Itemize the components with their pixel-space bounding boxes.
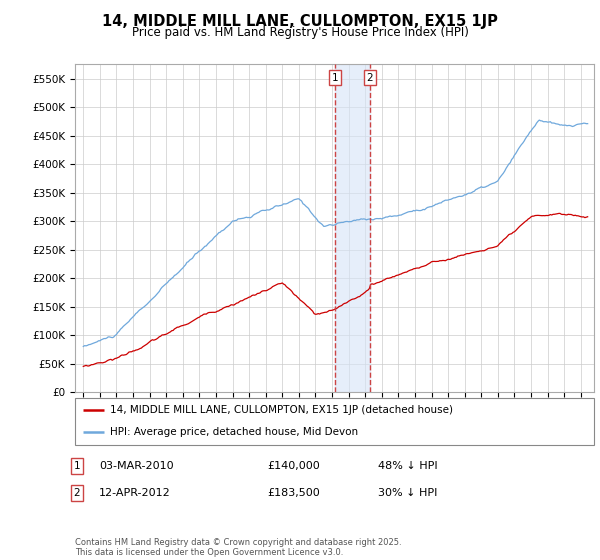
Text: Price paid vs. HM Land Registry's House Price Index (HPI): Price paid vs. HM Land Registry's House … [131, 26, 469, 39]
Text: 14, MIDDLE MILL LANE, CULLOMPTON, EX15 1JP (detached house): 14, MIDDLE MILL LANE, CULLOMPTON, EX15 1… [110, 405, 453, 416]
Text: 14, MIDDLE MILL LANE, CULLOMPTON, EX15 1JP: 14, MIDDLE MILL LANE, CULLOMPTON, EX15 1… [102, 14, 498, 29]
Text: 12-APR-2012: 12-APR-2012 [99, 488, 171, 498]
Text: 48% ↓ HPI: 48% ↓ HPI [378, 461, 437, 471]
Text: HPI: Average price, detached house, Mid Devon: HPI: Average price, detached house, Mid … [110, 427, 358, 437]
Text: Contains HM Land Registry data © Crown copyright and database right 2025.
This d: Contains HM Land Registry data © Crown c… [75, 538, 401, 557]
Text: £140,000: £140,000 [267, 461, 320, 471]
Text: 1: 1 [73, 461, 80, 471]
Bar [335, 64, 370, 392]
Text: £183,500: £183,500 [267, 488, 320, 498]
Text: 30% ↓ HPI: 30% ↓ HPI [378, 488, 437, 498]
Text: 1: 1 [332, 72, 338, 82]
Text: 2: 2 [73, 488, 80, 498]
FancyBboxPatch shape [75, 398, 594, 445]
Text: 03-MAR-2010: 03-MAR-2010 [99, 461, 173, 471]
Text: 2: 2 [367, 72, 373, 82]
